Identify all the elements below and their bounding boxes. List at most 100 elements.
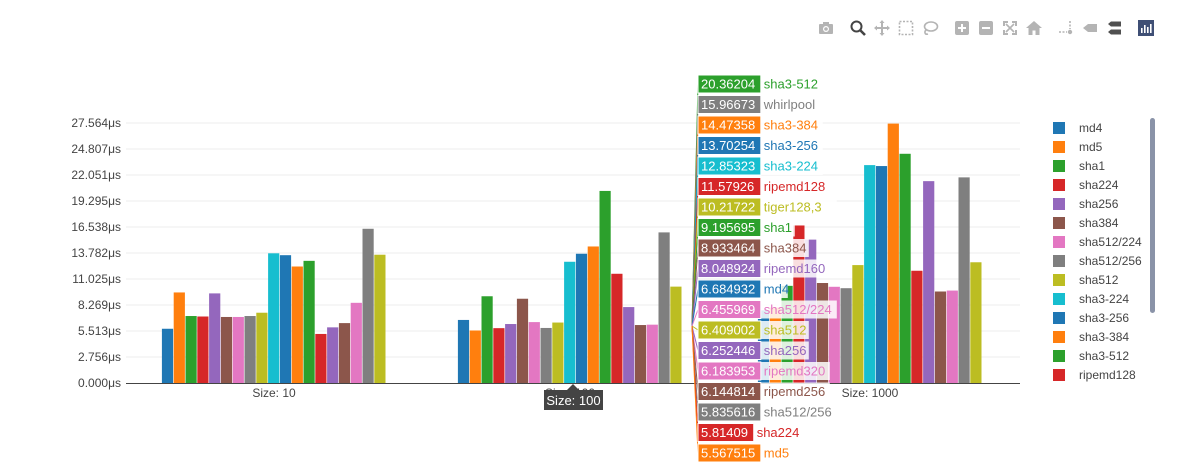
- hover-value-box: [697, 382, 762, 401]
- bar[interactable]: [374, 254, 386, 383]
- legend-item-sha224[interactable]: sha224: [1053, 178, 1119, 192]
- bar[interactable]: [564, 261, 576, 383]
- hover-label-sha3-256: 13.70254 sha3-256: [697, 136, 823, 155]
- hover-value: 13.70254: [701, 138, 755, 153]
- bar[interactable]: [256, 312, 268, 383]
- bar[interactable]: [852, 265, 864, 383]
- bar[interactable]: [220, 316, 233, 383]
- plotly-logo-button[interactable]: [1137, 19, 1155, 37]
- legend-item-sha3-512[interactable]: sha3-512: [1053, 349, 1129, 363]
- legend-item-sha3-384[interactable]: sha3-384: [1053, 330, 1129, 344]
- x-tick-label: Size: 1000: [842, 386, 899, 400]
- legend-item-sha1[interactable]: sha1: [1053, 159, 1105, 173]
- bar[interactable]: [875, 166, 888, 383]
- hover-value: 6.684932: [701, 282, 755, 297]
- bar[interactable]: [350, 302, 362, 383]
- zoom-button[interactable]: [849, 19, 867, 37]
- hover-name: ripemd256: [764, 384, 825, 399]
- legend-item-sha512/256[interactable]: sha512/256: [1053, 254, 1142, 268]
- bar[interactable]: [232, 316, 244, 383]
- box-select-button[interactable]: [897, 19, 915, 37]
- bar[interactable]: [864, 165, 876, 383]
- bar[interactable]: [469, 330, 481, 383]
- legend-item-md5[interactable]: md5: [1053, 140, 1103, 154]
- spike-lines-button[interactable]: [1057, 19, 1075, 37]
- bar[interactable]: [599, 190, 611, 383]
- bar[interactable]: [303, 260, 315, 383]
- legend-label: sha3-256: [1079, 311, 1129, 325]
- pan-button[interactable]: [873, 19, 891, 37]
- legend-item-md4[interactable]: md4: [1053, 121, 1103, 135]
- series-sha3-256: [279, 166, 888, 383]
- bar[interactable]: [268, 253, 280, 383]
- bar[interactable]: [670, 286, 682, 383]
- legend-item-sha3-224[interactable]: sha3-224: [1053, 292, 1129, 306]
- zoom-in-button[interactable]: [953, 19, 971, 37]
- bar[interactable]: [575, 253, 588, 383]
- camera-button[interactable]: [817, 19, 835, 37]
- bar[interactable]: [887, 123, 899, 383]
- bar[interactable]: [291, 266, 303, 383]
- bar[interactable]: [161, 328, 174, 383]
- bar[interactable]: [209, 293, 221, 383]
- bar[interactable]: [279, 255, 292, 383]
- bar[interactable]: [197, 316, 209, 383]
- lasso-select-button[interactable]: [921, 19, 939, 37]
- bar[interactable]: [911, 270, 923, 383]
- legend[interactable]: md4 md5 sha1 sha224 sha256 sha384 sha512/224 sh…: [1053, 118, 1155, 382]
- hover-x-box: [544, 390, 603, 410]
- legend-item-sha512[interactable]: sha512: [1053, 273, 1119, 287]
- bar[interactable]: [244, 316, 256, 383]
- legend-item-sha3-256[interactable]: sha3-256: [1053, 311, 1129, 325]
- legend-item-sha384[interactable]: sha384: [1053, 216, 1119, 230]
- bar[interactable]: [611, 273, 623, 383]
- bar[interactable]: [481, 296, 493, 383]
- y-tick-label: 24.807μs: [71, 142, 121, 156]
- hover-name: sha512: [764, 323, 807, 338]
- bar[interactable]: [923, 181, 935, 383]
- bar[interactable]: [646, 324, 658, 383]
- hover-leader: [691, 268, 699, 327]
- legend-item-sha512/224[interactable]: sha512/224: [1053, 235, 1142, 249]
- hover-compare-button[interactable]: [1105, 19, 1123, 37]
- bar[interactable]: [587, 246, 599, 383]
- legend-item-sha256[interactable]: sha256: [1053, 197, 1119, 211]
- hover-x-text: Size: 100: [546, 393, 600, 408]
- series-whirlpool: [362, 177, 970, 383]
- zoom-out-button[interactable]: [977, 19, 995, 37]
- legend-label: sha3-384: [1079, 330, 1129, 344]
- bar[interactable]: [623, 307, 635, 383]
- bar[interactable]: [840, 288, 852, 383]
- hover-label-sha384: 8.933464 sha384: [697, 238, 809, 258]
- bar[interactable]: [173, 292, 185, 383]
- hover-value-box: [697, 177, 762, 196]
- bar[interactable]: [493, 328, 505, 383]
- bar[interactable]: [315, 333, 327, 383]
- bar[interactable]: [327, 327, 339, 383]
- bar[interactable]: [816, 283, 829, 383]
- bar[interactable]: [185, 316, 197, 383]
- hover-label-sha512/256: 5.835616 sha512/256: [697, 402, 837, 422]
- reset-axes-button[interactable]: [1025, 19, 1043, 37]
- bar[interactable]: [828, 286, 840, 383]
- autoscale-button[interactable]: [1001, 19, 1019, 37]
- bar[interactable]: [338, 323, 351, 383]
- legend-scrollbar[interactable]: [1150, 118, 1155, 313]
- bar[interactable]: [457, 319, 470, 383]
- bar[interactable]: [899, 153, 911, 383]
- bar[interactable]: [528, 322, 540, 383]
- bar[interactable]: [970, 262, 982, 383]
- hover-label-tiger128,3: 10.21722 tiger128,3: [697, 197, 837, 217]
- bar[interactable]: [540, 327, 552, 383]
- bar[interactable]: [505, 324, 517, 383]
- bar[interactable]: [516, 298, 529, 383]
- bar[interactable]: [946, 290, 958, 383]
- bar[interactable]: [934, 291, 947, 383]
- bar[interactable]: [658, 232, 670, 383]
- bar[interactable]: [362, 228, 374, 383]
- bar[interactable]: [552, 322, 564, 383]
- bar[interactable]: [634, 325, 647, 383]
- bar[interactable]: [958, 177, 970, 383]
- hover-closest-button[interactable]: [1081, 19, 1099, 37]
- legend-item-ripemd128[interactable]: ripemd128: [1053, 368, 1136, 382]
